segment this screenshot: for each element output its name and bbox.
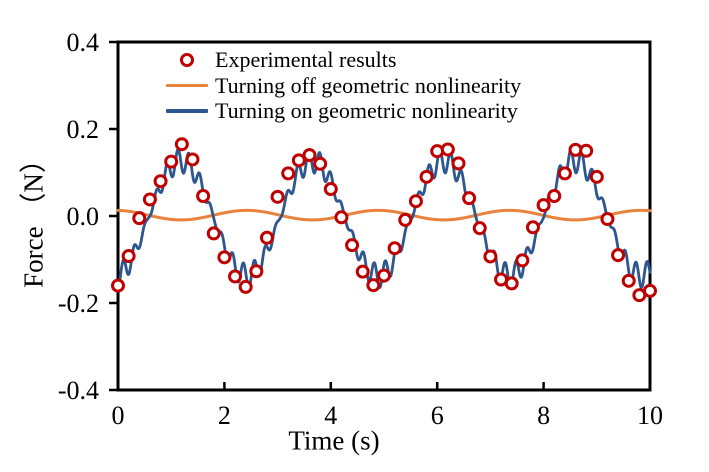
x-axis-title: Time (s)	[288, 425, 380, 456]
x-tick-label: 6	[431, 401, 444, 430]
plot-frame	[116, 40, 652, 392]
experimental-point	[121, 249, 136, 264]
experimental-point	[472, 221, 487, 236]
experimental-point	[557, 166, 572, 181]
y-tick-label: 0.4	[67, 28, 100, 57]
experimental-point	[611, 248, 626, 263]
experimental-point	[547, 188, 562, 203]
legend-item-nonlinearity-off: Turning off geometric nonlinearity	[166, 73, 521, 99]
experimental-point	[206, 226, 221, 241]
legend-item-experimental: Experimental results	[166, 47, 521, 73]
experimental-point	[196, 188, 211, 203]
experimental-point	[643, 283, 657, 298]
legend-label: Turning on geometric nonlinearity	[215, 98, 518, 124]
open-circle-marker-icon	[180, 52, 194, 67]
experimental-point	[430, 144, 445, 159]
experimental-point	[174, 137, 189, 152]
experimental-point	[451, 156, 466, 171]
experimental-point	[334, 210, 349, 225]
experimental-point	[621, 273, 636, 288]
experimental-point	[238, 279, 253, 294]
experimental-point	[142, 192, 157, 207]
experimental-point	[291, 153, 306, 168]
experimental-point	[408, 194, 423, 209]
experimental-point	[259, 230, 274, 245]
experimental-point	[185, 152, 200, 167]
legend: Experimental results Turning off geometr…	[166, 47, 521, 124]
experimental-point	[419, 169, 434, 184]
y-tick-label: 0.0	[67, 202, 100, 231]
legend-item-nonlinearity-on: Turning on geometric nonlinearity	[166, 98, 521, 124]
experimental-point	[153, 174, 168, 189]
experimental-point	[228, 269, 243, 284]
x-tick-label: 8	[537, 401, 550, 430]
experimental-point	[313, 156, 328, 171]
blue-line-swatch-icon	[166, 109, 208, 113]
x-tick-label: 10	[637, 401, 663, 430]
legend-marker-col	[166, 52, 208, 67]
experimental-point	[249, 264, 264, 279]
experimental-point	[366, 278, 381, 293]
experimental-point	[270, 189, 285, 204]
experimental-point	[217, 250, 232, 265]
legend-label: Experimental results	[215, 47, 397, 73]
experimental-point	[398, 212, 413, 227]
experimental-point	[323, 182, 338, 197]
experimental-point	[525, 220, 540, 235]
experimental-point	[440, 142, 455, 157]
experimental-point	[515, 253, 530, 268]
y-axis-title: Force （N）	[18, 146, 49, 288]
experimental-point	[483, 249, 498, 264]
experimental-point	[589, 169, 604, 184]
experimental-point	[345, 238, 360, 253]
nonlinearity-on-line	[116, 147, 652, 290]
legend-marker-col	[166, 83, 208, 87]
x-tick-label: 2	[218, 401, 231, 430]
y-tick-label: 0.2	[67, 115, 100, 144]
experimental-point	[462, 191, 477, 206]
experimental-point	[164, 154, 179, 169]
experimental-point	[600, 212, 615, 227]
nonlinearity-off-line	[116, 208, 652, 222]
legend-marker-col	[166, 109, 208, 113]
orange-line-swatch-icon	[166, 83, 208, 87]
y-tick-label: -0.4	[58, 376, 99, 405]
x-tick-label: 4	[324, 401, 337, 430]
experimental-point	[504, 276, 519, 291]
experimental-point	[536, 198, 551, 213]
experimental-point	[377, 268, 391, 283]
experimental-point	[302, 148, 317, 163]
experimental-point	[387, 241, 402, 256]
legend-label: Turning off geometric nonlinearity	[215, 72, 522, 98]
experimental-point	[579, 143, 594, 158]
x-tick-label: 0	[112, 401, 125, 430]
experimental-point	[132, 211, 147, 226]
y-tick-label: -0.2	[58, 289, 99, 318]
experimental-point	[281, 166, 296, 181]
experimental-point	[111, 278, 125, 293]
experimental-point	[355, 264, 370, 279]
